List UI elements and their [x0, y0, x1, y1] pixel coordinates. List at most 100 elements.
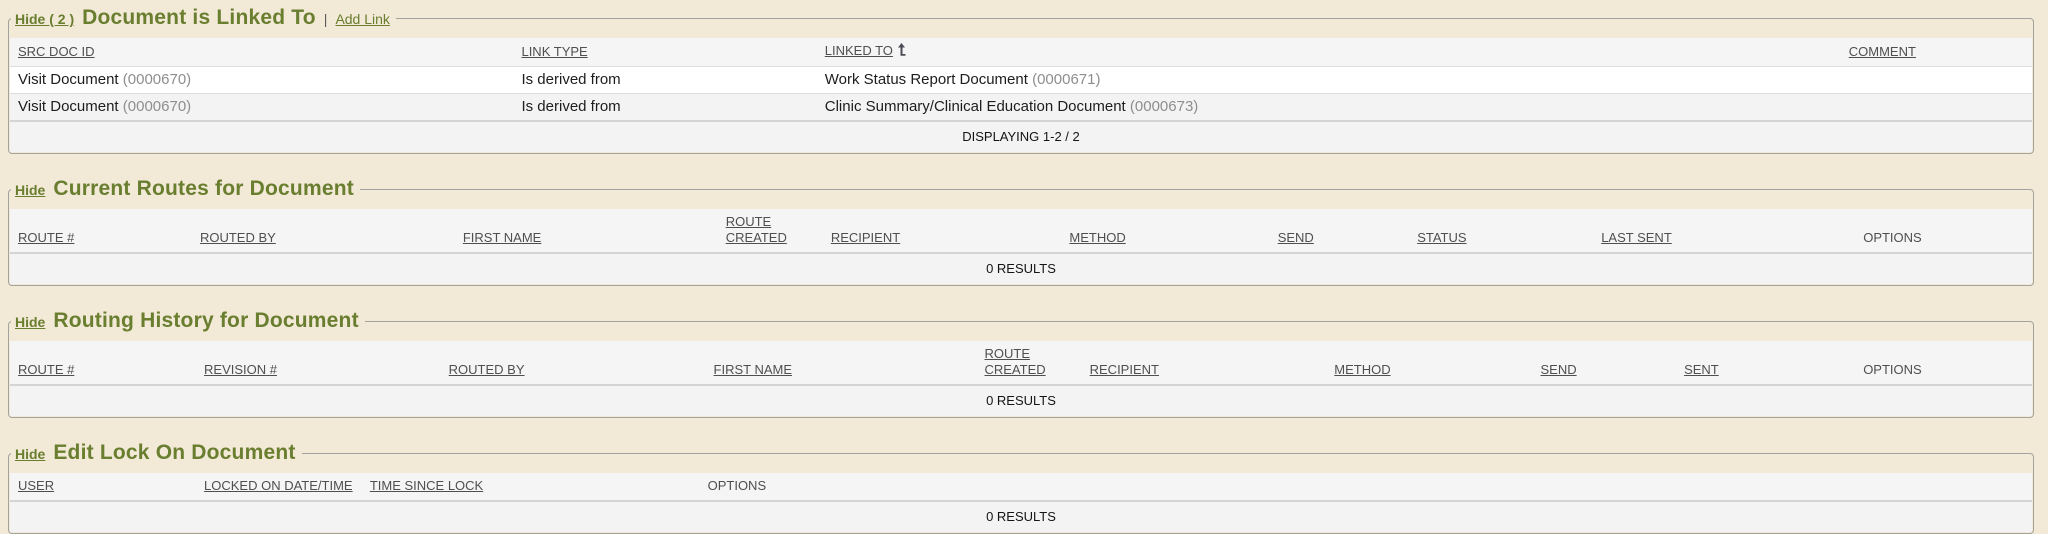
src-doc-number: (0000670): [122, 71, 192, 88]
locked-on-sort-link[interactable]: LOCKED ON DATE/TIME: [204, 478, 353, 493]
hide-linked-documents-link[interactable]: Hide ( 2 ): [15, 11, 75, 27]
column-header-recipient[interactable]: RECIPIENT: [823, 209, 1062, 253]
route-created-sort-link[interactable]: ROUTE CREATED: [725, 214, 787, 245]
column-header-options: OPTIONS: [1863, 230, 1922, 245]
column-header-route-number[interactable]: ROUTE #: [10, 341, 196, 385]
current-routes-panel: Hide Current Routes for Document ROUTE #…: [8, 177, 2034, 286]
src-doc-id-sort-link[interactable]: SRC DOC ID: [18, 44, 95, 59]
linked-documents-panel: Hide ( 2 ) Document is Linked To | Add L…: [8, 6, 2034, 154]
linked-document-row: Visit Document (0000670) Is derived from…: [10, 66, 2032, 94]
linked-document-row: Visit Document (0000670) Is derived from…: [10, 93, 2032, 122]
displaying-count-text: DISPLAYING 1-2 / 2: [10, 120, 2032, 152]
column-header-send[interactable]: SEND: [1270, 209, 1410, 253]
column-header-method[interactable]: METHOD: [1061, 209, 1269, 253]
column-header-first-name[interactable]: FIRST NAME: [455, 209, 718, 253]
column-header-user[interactable]: USER: [10, 473, 196, 501]
column-header-method[interactable]: METHOD: [1326, 341, 1532, 385]
linked-doc-number: (0000673): [1129, 98, 1199, 115]
user-sort-link[interactable]: USER: [18, 478, 55, 493]
recipient-sort-link[interactable]: RECIPIENT: [830, 230, 901, 245]
current-routes-table: ROUTE # ROUTED BY FIRST NAME ROUTE CREAT…: [10, 209, 2032, 284]
time-since-lock-sort-link[interactable]: TIME SINCE LOCK: [369, 478, 484, 493]
edit-lock-table: USER LOCKED ON DATE/TIME TIME SINCE LOCK…: [10, 473, 2032, 532]
src-doc-number: (0000670): [122, 98, 192, 115]
comment-sort-link[interactable]: COMMENT: [1848, 44, 1916, 59]
column-header-link-type[interactable]: LINK TYPE: [513, 38, 816, 67]
column-header-routed-by[interactable]: ROUTED BY: [441, 341, 706, 385]
current-routes-title: Current Routes for Document: [53, 177, 354, 200]
edit-lock-legend: Hide Edit Lock On Document: [11, 441, 302, 465]
routing-history-panel: Hide Routing History for Document ROUTE …: [8, 309, 2034, 418]
comment-cell: [1733, 94, 2032, 122]
src-doc-name: Visit Document: [18, 98, 119, 115]
first-name-sort-link[interactable]: FIRST NAME: [713, 362, 793, 377]
column-header-sent[interactable]: SENT: [1676, 341, 1753, 385]
results-count-text: 0 RESULTS: [10, 384, 2032, 416]
edit-lock-results-row: 0 RESULTS: [10, 500, 2032, 532]
column-header-time-since-lock[interactable]: TIME SINCE LOCK: [362, 473, 544, 501]
link-type-sort-link[interactable]: LINK TYPE: [521, 44, 588, 59]
method-sort-link[interactable]: METHOD: [1334, 362, 1391, 377]
current-routes-legend: Hide Current Routes for Document: [11, 177, 360, 201]
hide-edit-lock-link[interactable]: Hide: [15, 446, 46, 462]
route-number-sort-link[interactable]: ROUTE #: [18, 362, 75, 377]
column-header-src-doc-id[interactable]: SRC DOC ID: [10, 38, 513, 67]
send-sort-link[interactable]: SEND: [1277, 230, 1314, 245]
src-doc-name: Visit Document: [18, 71, 119, 88]
linked-doc-name: Work Status Report Document: [824, 71, 1028, 88]
column-header-options: OPTIONS: [707, 478, 767, 493]
current-routes-results-row: 0 RESULTS: [10, 252, 2032, 284]
linked-doc-number: (0000671): [1032, 71, 1101, 88]
linked-to-cell: Work Status Report Document (0000671): [817, 67, 1733, 94]
column-header-route-created[interactable]: ROUTE CREATED: [718, 209, 823, 253]
routing-history-header-row: ROUTE # REVISION # ROUTED BY FIRST NAME …: [10, 341, 2032, 385]
routed-by-sort-link[interactable]: ROUTED BY: [448, 362, 525, 377]
add-link-link[interactable]: Add Link: [335, 11, 390, 27]
linked-documents-title: Document is Linked To: [82, 6, 316, 29]
route-number-sort-link[interactable]: ROUTE #: [18, 230, 75, 245]
recipient-sort-link[interactable]: RECIPIENT: [1089, 362, 1159, 377]
linked-documents-paging-row: DISPLAYING 1-2 / 2: [10, 120, 2032, 152]
send-sort-link[interactable]: SEND: [1540, 362, 1577, 377]
routing-history-title: Routing History for Document: [53, 309, 359, 332]
column-header-locked-on[interactable]: LOCKED ON DATE/TIME: [196, 473, 362, 501]
column-header-recipient[interactable]: RECIPIENT: [1082, 341, 1327, 385]
edit-lock-header-row: USER LOCKED ON DATE/TIME TIME SINCE LOCK…: [10, 473, 2032, 501]
column-header-linked-to[interactable]: LINKED TO: [817, 38, 1733, 67]
routing-history-results-row: 0 RESULTS: [10, 384, 2032, 416]
results-count-text: 0 RESULTS: [10, 500, 2032, 532]
hide-current-routes-link[interactable]: Hide: [15, 182, 46, 198]
column-header-revision-number[interactable]: REVISION #: [196, 341, 441, 385]
comment-cell: [1733, 67, 2032, 94]
route-created-sort-link[interactable]: ROUTE CREATED: [984, 346, 1046, 377]
link-type-cell: Is derived from: [521, 71, 621, 88]
linked-to-sort-link[interactable]: LINKED TO: [824, 43, 893, 58]
hide-routing-history-link[interactable]: Hide: [15, 314, 46, 330]
current-routes-header-row: ROUTE # ROUTED BY FIRST NAME ROUTE CREAT…: [10, 209, 2032, 253]
column-header-options: OPTIONS: [1863, 362, 1922, 377]
results-count-text: 0 RESULTS: [10, 252, 2032, 284]
column-header-last-sent[interactable]: LAST SENT: [1593, 209, 1753, 253]
legend-separator: |: [323, 11, 328, 27]
revision-number-sort-link[interactable]: REVISION #: [204, 362, 277, 377]
first-name-sort-link[interactable]: FIRST NAME: [462, 230, 542, 245]
column-header-status[interactable]: STATUS: [1409, 209, 1593, 253]
sent-sort-link[interactable]: SENT: [1684, 362, 1719, 377]
status-sort-link[interactable]: STATUS: [1417, 230, 1467, 245]
column-header-send[interactable]: SEND: [1533, 341, 1677, 385]
linked-to-cell: Clinic Summary/Clinical Education Docume…: [817, 94, 1733, 122]
routing-history-table: ROUTE # REVISION # ROUTED BY FIRST NAME …: [10, 341, 2032, 416]
column-header-route-created[interactable]: ROUTE CREATED: [976, 341, 1081, 385]
column-header-routed-by[interactable]: ROUTED BY: [192, 209, 455, 253]
column-header-route-number[interactable]: ROUTE #: [10, 209, 192, 253]
column-header-comment[interactable]: COMMENT: [1733, 38, 2032, 67]
src-doc-cell: Visit Document (0000670): [10, 94, 513, 122]
routed-by-sort-link[interactable]: ROUTED BY: [199, 230, 276, 245]
column-header-first-name[interactable]: FIRST NAME: [706, 341, 977, 385]
edit-lock-title: Edit Lock On Document: [53, 441, 296, 464]
link-type-cell: Is derived from: [521, 98, 621, 115]
sort-ascending-icon: [897, 43, 906, 60]
method-sort-link[interactable]: METHOD: [1069, 230, 1126, 245]
routing-history-legend: Hide Routing History for Document: [11, 309, 365, 333]
last-sent-sort-link[interactable]: LAST SENT: [1601, 230, 1672, 245]
